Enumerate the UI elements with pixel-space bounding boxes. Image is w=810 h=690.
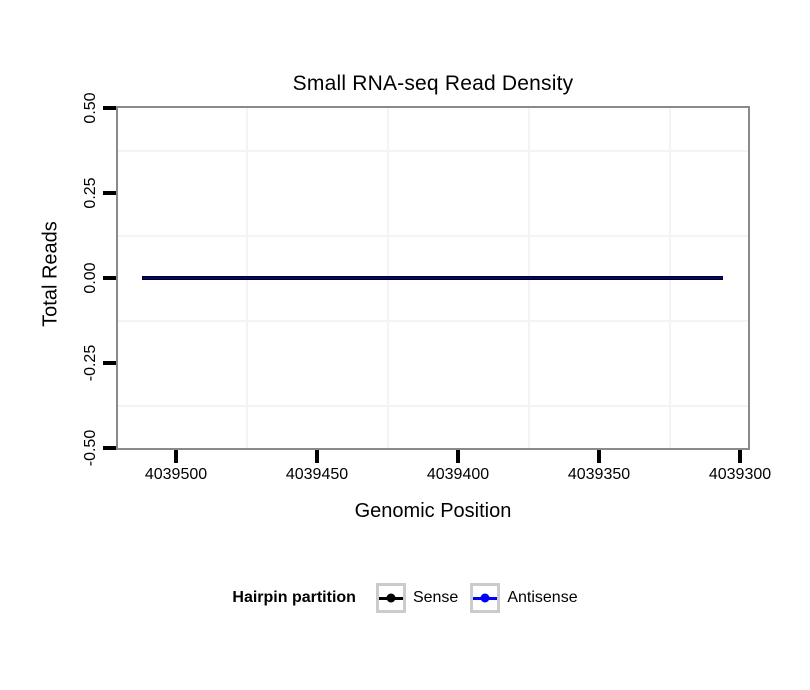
minor-gridline-y: [118, 404, 748, 407]
antisense-line-swatch: [473, 593, 498, 603]
x-tick-label: 4039500: [144, 466, 208, 483]
y-tick: [103, 106, 116, 110]
x-tick: [174, 450, 178, 463]
y-tick: [103, 276, 116, 280]
legend-key-antisense: [470, 583, 501, 613]
y-tick: [103, 361, 116, 365]
y-tick-label: -0.25: [82, 344, 99, 382]
y-axis-title: Total Reads: [39, 221, 62, 327]
antisense-line: [142, 277, 724, 279]
x-axis-title: Genomic Position: [354, 500, 512, 522]
x-tick-label: 4039350: [567, 466, 631, 483]
x-tick: [597, 450, 601, 463]
sense-line-swatch: [378, 593, 403, 603]
minor-gridline-y: [118, 149, 748, 152]
legend-label-sense: Sense: [412, 589, 459, 606]
sense-point-swatch: [386, 593, 396, 603]
legend-entry-antisense: Antisense: [470, 583, 578, 613]
legend-title: Hairpin partition: [232, 589, 356, 606]
y-tick-label: 0.25: [82, 177, 99, 209]
y-tick-label: -0.50: [82, 429, 99, 467]
legend-key-sense: [375, 583, 406, 613]
antisense-point-swatch: [480, 593, 490, 603]
legend-label-antisense: Antisense: [507, 589, 578, 606]
chart-title: Small RNA-seq Read Density: [292, 72, 574, 95]
y-tick-label: 0.00: [82, 262, 99, 294]
legend-entry-sense: Sense: [375, 583, 459, 613]
x-tick: [456, 450, 460, 463]
x-tick: [738, 450, 742, 463]
minor-gridline-y: [118, 234, 748, 237]
x-tick-label: 4039400: [426, 466, 490, 483]
x-tick-label: 4039450: [285, 466, 349, 483]
x-tick-label: 4039300: [708, 466, 772, 483]
x-tick: [315, 450, 319, 463]
panel-border: [116, 106, 750, 450]
y-tick: [103, 446, 116, 450]
legend: Hairpin partition Sense Antisense: [0, 583, 810, 613]
y-tick-label: 0.50: [82, 92, 99, 124]
minor-gridline-y: [118, 319, 748, 322]
y-tick: [103, 191, 116, 195]
